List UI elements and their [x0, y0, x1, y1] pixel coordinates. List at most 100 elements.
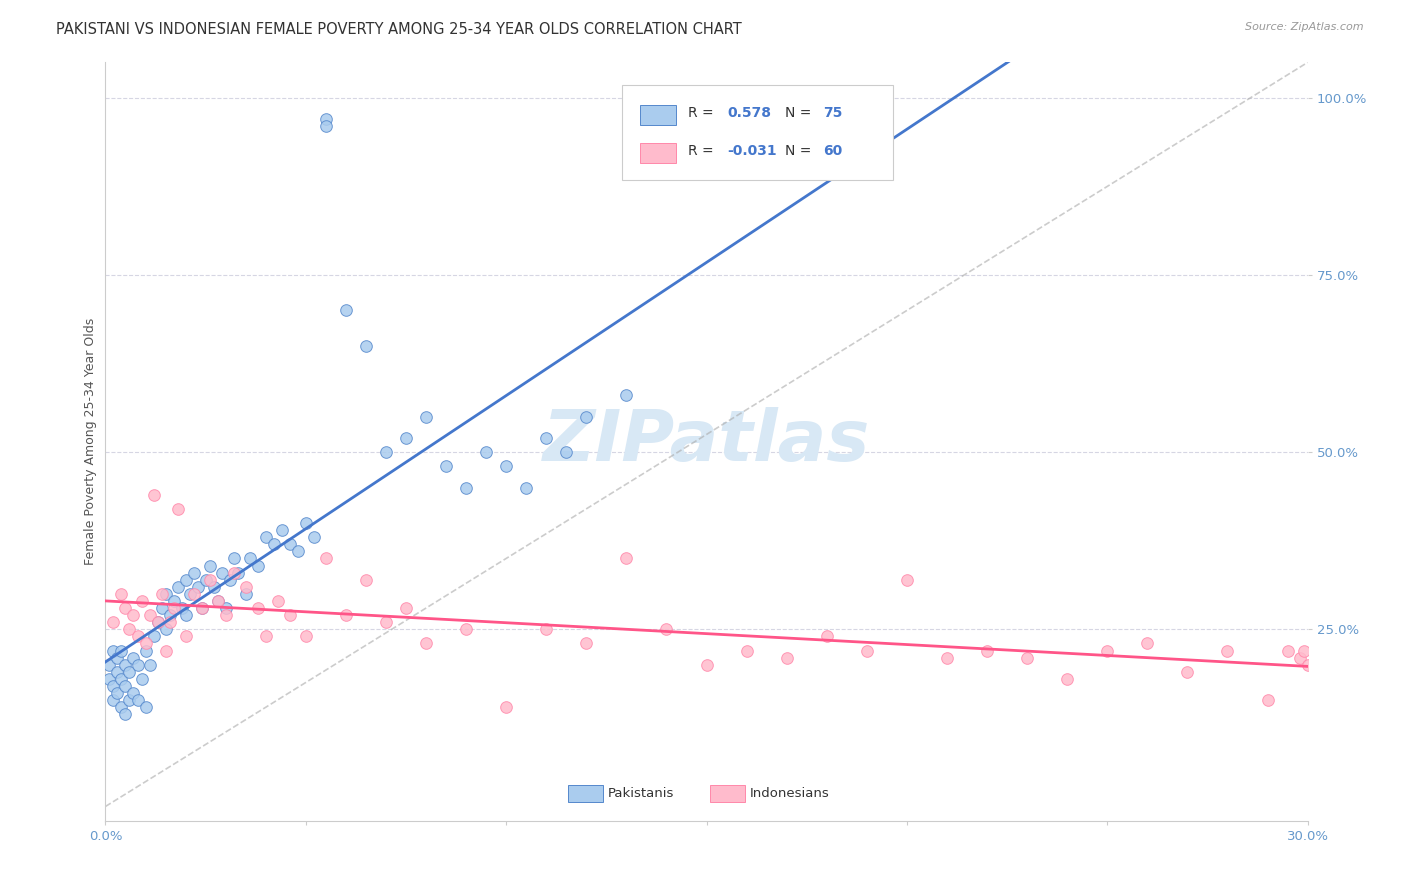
Point	[335, 608, 357, 623]
Point	[103, 643, 125, 657]
Point	[555, 445, 578, 459]
Point	[162, 594, 184, 608]
Text: ZIPatlas: ZIPatlas	[543, 407, 870, 476]
Point	[146, 615, 169, 630]
Point	[246, 601, 269, 615]
Point	[1017, 650, 1039, 665]
Point	[190, 601, 212, 615]
Point	[103, 615, 125, 630]
Point	[150, 601, 173, 615]
Point	[235, 587, 257, 601]
Point	[174, 608, 197, 623]
Point	[142, 488, 165, 502]
Point	[138, 657, 160, 672]
Point	[131, 594, 153, 608]
Point	[616, 551, 638, 566]
Point	[114, 657, 136, 672]
Point	[166, 580, 188, 594]
Point	[183, 587, 205, 601]
Point	[815, 629, 838, 643]
Text: PAKISTANI VS INDONESIAN FEMALE POVERTY AMONG 25-34 YEAR OLDS CORRELATION CHART: PAKISTANI VS INDONESIAN FEMALE POVERTY A…	[56, 22, 742, 37]
Point	[1292, 643, 1315, 657]
Point	[1097, 643, 1119, 657]
Point	[655, 623, 678, 637]
Point	[415, 636, 437, 650]
Point	[295, 629, 318, 643]
Point	[287, 544, 309, 558]
Point	[1177, 665, 1199, 679]
Point	[110, 587, 132, 601]
Point	[114, 601, 136, 615]
Point	[254, 530, 277, 544]
Point	[142, 629, 165, 643]
Point	[155, 623, 177, 637]
Point	[315, 112, 337, 127]
Point	[267, 594, 290, 608]
Point	[456, 623, 478, 637]
Point	[187, 580, 209, 594]
Point	[263, 537, 285, 551]
Point	[135, 636, 157, 650]
Point	[302, 530, 325, 544]
Y-axis label: Female Poverty Among 25-34 Year Olds: Female Poverty Among 25-34 Year Olds	[84, 318, 97, 566]
Point	[114, 679, 136, 693]
Point	[107, 686, 129, 700]
Text: -0.031: -0.031	[727, 145, 776, 158]
Point	[207, 594, 229, 608]
Point	[122, 686, 145, 700]
Point	[118, 693, 141, 707]
Point	[127, 629, 149, 643]
Text: 75: 75	[823, 106, 842, 120]
FancyBboxPatch shape	[568, 785, 603, 802]
Point	[127, 657, 149, 672]
Point	[138, 608, 160, 623]
Point	[1216, 643, 1239, 657]
Point	[335, 303, 357, 318]
Point	[395, 431, 418, 445]
Point	[198, 558, 221, 573]
Point	[616, 388, 638, 402]
Text: Source: ZipAtlas.com: Source: ZipAtlas.com	[1246, 22, 1364, 32]
Point	[254, 629, 277, 643]
Point	[214, 608, 236, 623]
Text: Indonesians: Indonesians	[749, 787, 830, 800]
Point	[1136, 636, 1159, 650]
Point	[536, 623, 558, 637]
FancyBboxPatch shape	[640, 144, 676, 162]
Point	[246, 558, 269, 573]
Point	[174, 573, 197, 587]
Point	[170, 601, 193, 615]
Point	[1257, 693, 1279, 707]
Point	[98, 657, 121, 672]
Point	[166, 501, 188, 516]
Point	[190, 601, 212, 615]
Point	[415, 409, 437, 424]
Point	[475, 445, 498, 459]
Point	[214, 601, 236, 615]
Point	[150, 587, 173, 601]
Point	[278, 537, 301, 551]
Point	[222, 566, 245, 580]
Point	[155, 643, 177, 657]
Text: N =: N =	[785, 145, 815, 158]
Text: 60: 60	[823, 145, 842, 158]
Point	[354, 339, 377, 353]
Point	[110, 700, 132, 714]
Point	[107, 665, 129, 679]
Text: 0.578: 0.578	[727, 106, 770, 120]
Point	[896, 573, 918, 587]
Point	[575, 409, 598, 424]
Point	[1056, 672, 1078, 686]
Point	[226, 566, 249, 580]
Point	[375, 615, 398, 630]
Point	[855, 643, 877, 657]
Point	[395, 601, 418, 615]
Point	[495, 700, 517, 714]
Point	[114, 707, 136, 722]
Point	[194, 573, 217, 587]
Point	[735, 643, 758, 657]
Point	[127, 693, 149, 707]
FancyBboxPatch shape	[710, 785, 745, 802]
Point	[98, 672, 121, 686]
Point	[135, 643, 157, 657]
